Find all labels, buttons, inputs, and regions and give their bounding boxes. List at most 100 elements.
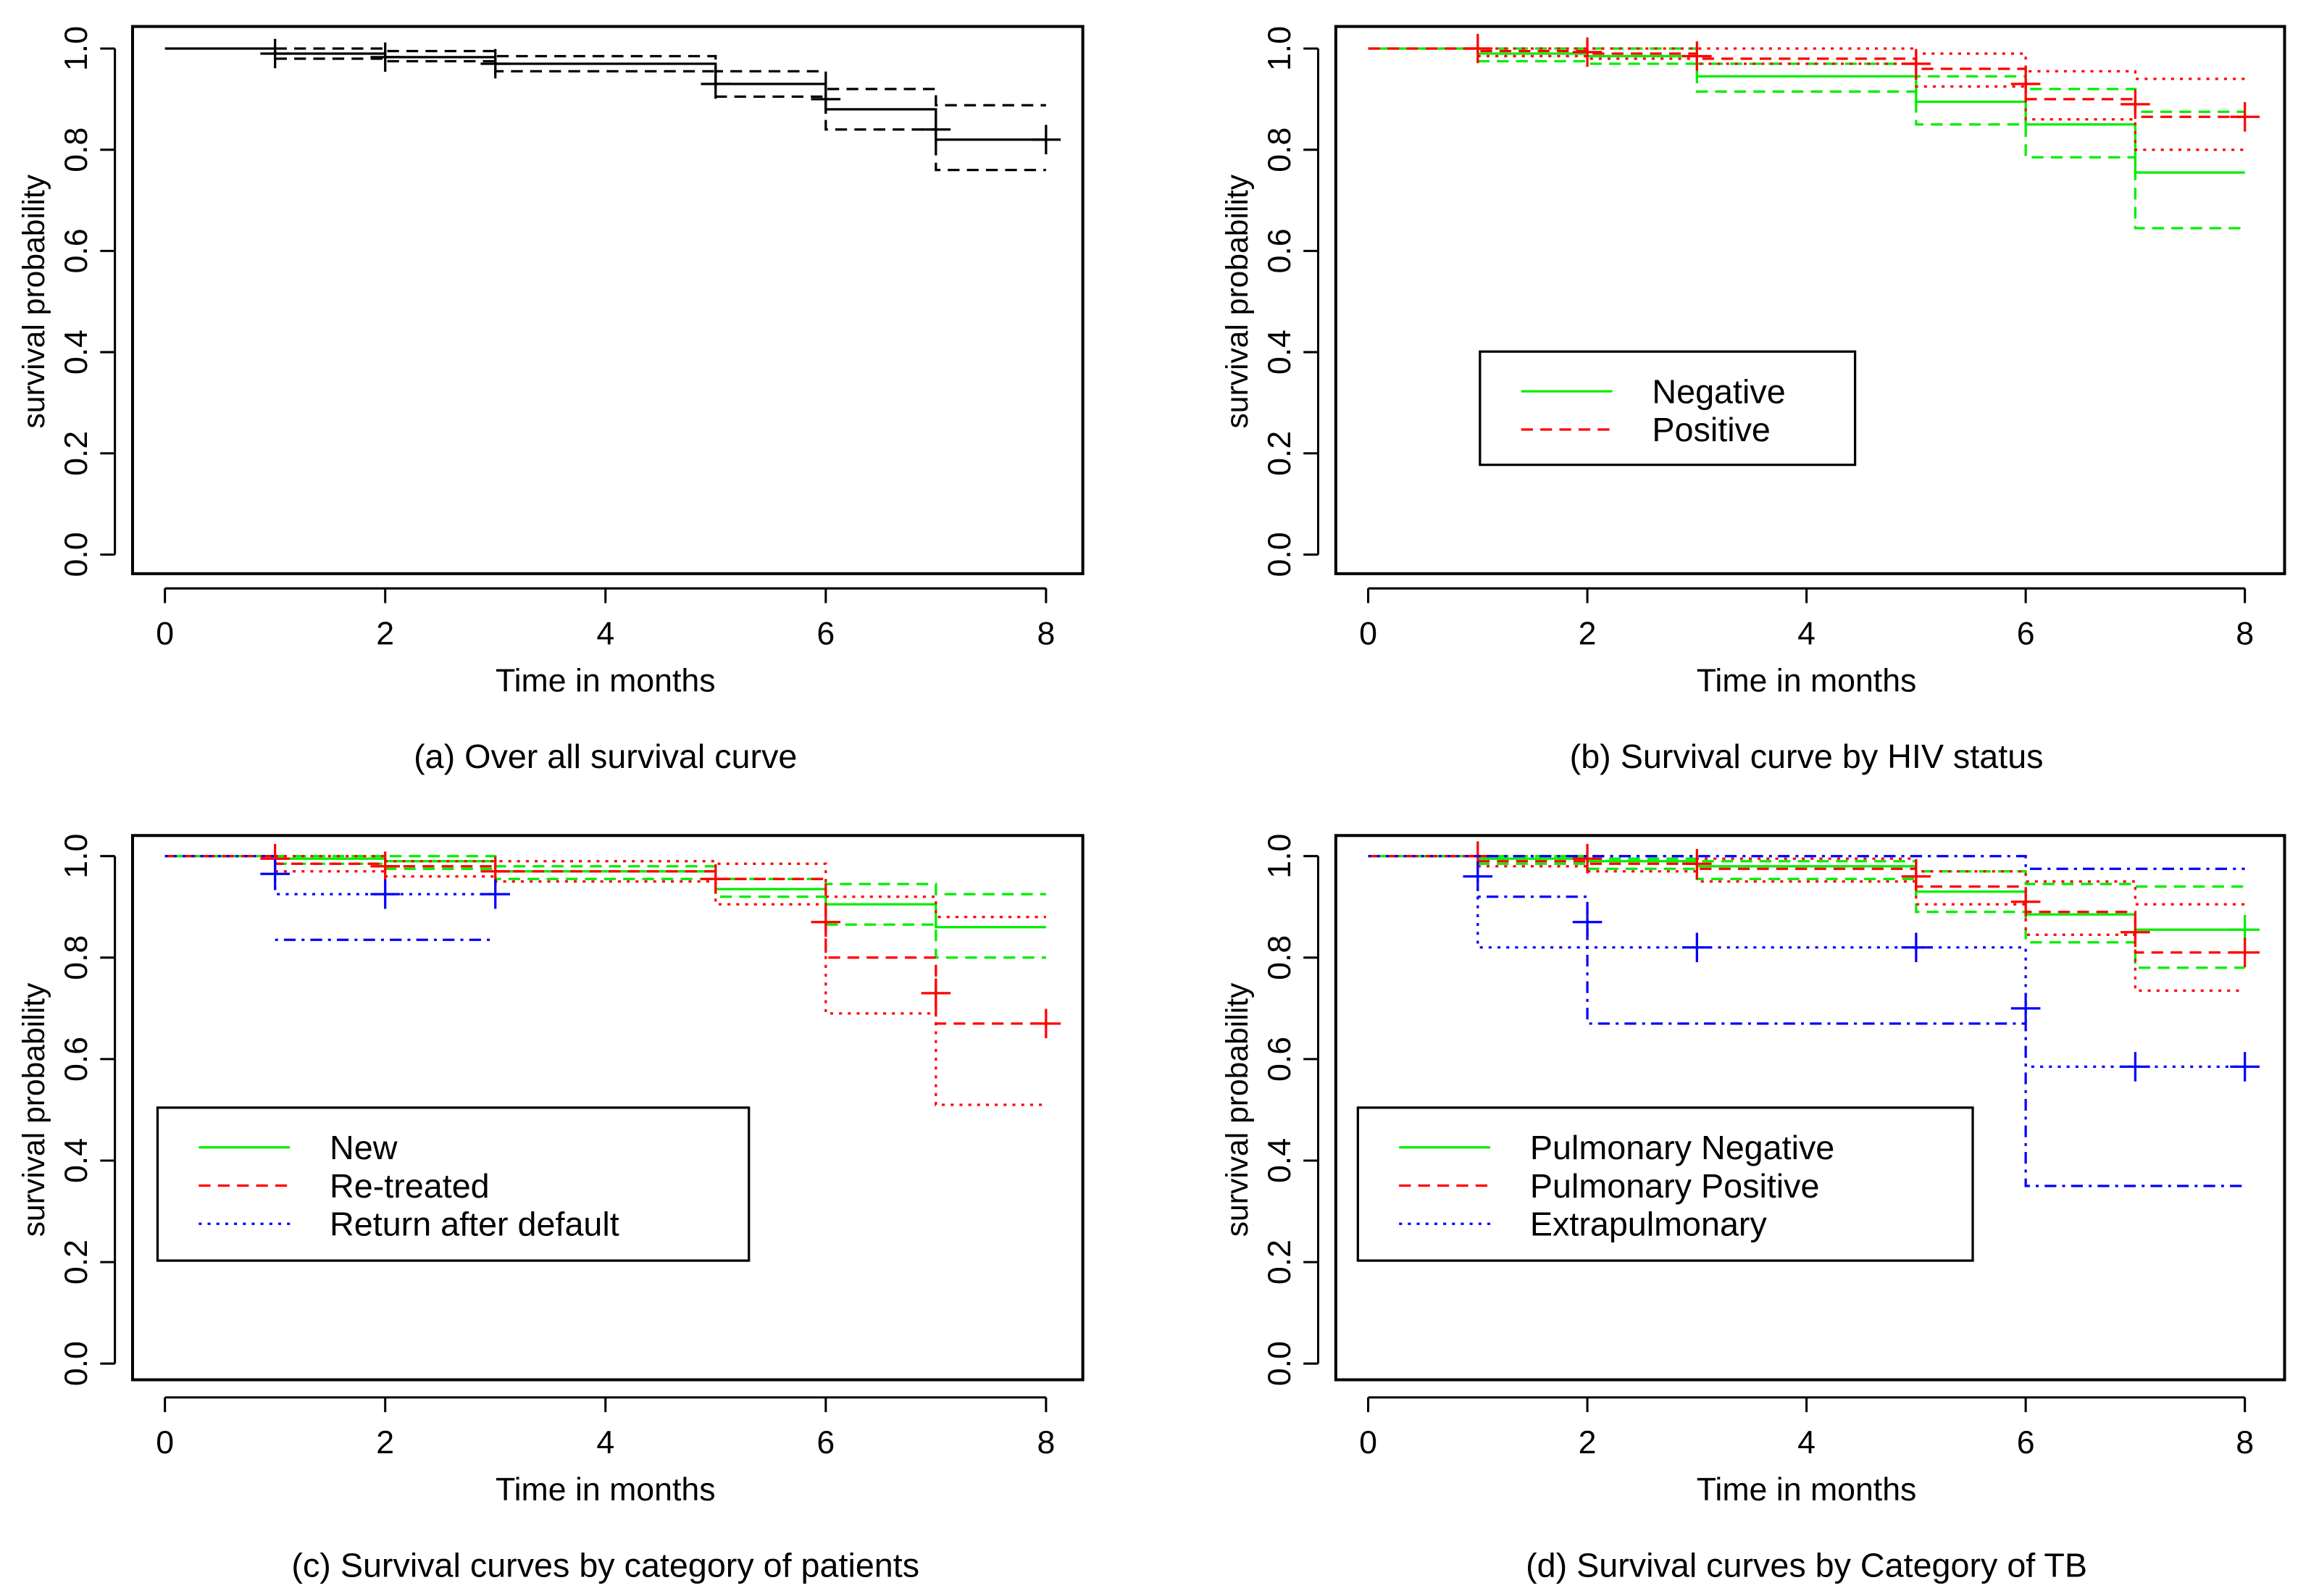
x-tick-label: 2 — [1579, 616, 1597, 651]
y-tick-label: 0.2 — [1262, 1240, 1298, 1284]
plot-frame — [130, 25, 1085, 575]
y-tick-label: 0.6 — [1262, 1037, 1298, 1082]
censor-mark — [370, 851, 401, 882]
x-tick-label: 6 — [2017, 1425, 2035, 1461]
chart-panel-d: 0 2 4 6 8 0.0 0.2 0.4 0.6 0.8 1.0 survival probabil… — [1220, 834, 2286, 1584]
y-tick-label: 1.0 — [1262, 26, 1298, 71]
series-line-re-treated-lower-ci — [275, 870, 1046, 1106]
panel-caption: (a) Over all survival curve — [414, 738, 797, 775]
censor-mark — [1682, 41, 1712, 71]
censor-mark — [370, 879, 401, 909]
x-axis-label: Time in months — [1697, 1472, 1917, 1508]
censor-mark — [1901, 861, 1931, 892]
panel-caption: (c) Survival curves by category of patie… — [291, 1547, 919, 1584]
censor-mark — [260, 858, 290, 889]
censor-mark — [1463, 33, 1493, 64]
series-line-positive-lower-ci — [1477, 54, 2245, 151]
censor-mark — [1572, 843, 1603, 874]
series-line-re-treated-upper-ci — [275, 855, 1046, 919]
y-tick-label: 0.0 — [1262, 532, 1298, 577]
censor-mark — [1031, 125, 1061, 155]
x-tick-label: 4 — [596, 616, 614, 651]
legend-box — [1356, 1106, 1974, 1262]
legend-label: Extrapulmonary — [1530, 1206, 1768, 1243]
censor-mark — [260, 38, 290, 69]
legend-box — [1479, 350, 1857, 467]
censor-mark — [2121, 1052, 2150, 1082]
y-tick-label: 0.6 — [59, 1037, 94, 1082]
censor-mark — [2010, 69, 2041, 99]
series-line-re-treated — [164, 855, 1046, 1025]
censor-mark — [2010, 993, 2041, 1024]
y-tick-label: 0.0 — [59, 532, 94, 577]
y-tick-label: 0.6 — [59, 228, 94, 273]
censor-mark — [1572, 37, 1603, 67]
y-tick-label: 0.2 — [1262, 431, 1298, 476]
series-line-extrapulmonary — [1368, 855, 2245, 1069]
x-tick-label: 0 — [1359, 1425, 1377, 1461]
censor-mark — [480, 49, 511, 79]
series-line-pulmonary-positive-upper-ci — [1477, 855, 2245, 906]
y-tick-label: 1.0 — [59, 26, 94, 71]
y-axis-label: survival probability — [17, 982, 51, 1237]
x-tick-label: 6 — [816, 1425, 835, 1461]
series-line-new — [164, 855, 1046, 929]
panel-caption: (b) Survival curve by HIV status — [1570, 738, 2044, 775]
x-tick-label: 0 — [156, 616, 174, 651]
y-tick-label: 0.4 — [59, 330, 94, 375]
legend-label: New — [330, 1129, 398, 1166]
legend-label: Pulmonary Negative — [1530, 1129, 1834, 1166]
censor-mark — [2230, 101, 2260, 132]
series-line-negative — [1368, 47, 2245, 174]
censor-mark — [2230, 937, 2260, 968]
series-line-pulmonary-positive — [1368, 855, 2245, 954]
y-tick-label: 0.0 — [1262, 1341, 1298, 1386]
series-line-new-lower-ci — [275, 862, 1046, 959]
series-line-pulmonary-negative-lower-ci — [1477, 862, 2245, 969]
censor-mark — [1901, 932, 1931, 963]
censor-mark — [480, 879, 511, 909]
x-tick-label: 2 — [376, 616, 394, 651]
series-line-extrapulmonary-upper-ci — [1477, 855, 2245, 870]
legend-label: Return after default — [330, 1206, 619, 1243]
censor-mark — [1682, 932, 1712, 963]
series-line-positive — [1368, 47, 2245, 118]
y-tick-label: 0.4 — [59, 1138, 94, 1183]
x-tick-label: 0 — [156, 1425, 174, 1461]
x-tick-label: 2 — [1579, 1425, 1597, 1461]
censor-mark — [701, 864, 731, 894]
y-tick-label: 0.6 — [1262, 228, 1298, 273]
series-line-overall — [164, 47, 1046, 141]
censor-mark — [370, 42, 401, 72]
y-axis-label: survival probability — [1220, 982, 1255, 1237]
y-tick-label: 0.8 — [59, 935, 94, 980]
series-line-pulmonary-negative — [1368, 855, 2245, 931]
censor-mark — [1031, 1008, 1061, 1039]
y-tick-label: 0.2 — [59, 431, 94, 476]
censor-mark — [1682, 848, 1712, 879]
x-tick-label: 8 — [2236, 1425, 2254, 1461]
legend-label: Positive — [1652, 411, 1770, 448]
series-line-negative-lower-ci — [1477, 59, 2245, 230]
x-tick-label: 8 — [2236, 616, 2254, 651]
x-tick-label: 6 — [2017, 616, 2035, 651]
censor-mark — [2121, 917, 2150, 948]
y-tick-label: 1.0 — [1262, 834, 1298, 879]
x-tick-label: 8 — [1037, 616, 1055, 651]
y-tick-label: 0.2 — [59, 1240, 94, 1284]
legend-label: Negative — [1652, 372, 1785, 410]
x-axis-label: Time in months — [1697, 663, 1917, 698]
legend-box — [156, 1106, 751, 1262]
y-tick-label: 0.8 — [1262, 128, 1298, 172]
y-axis-label: survival probability — [17, 174, 51, 428]
x-axis-label: Time in months — [496, 1472, 716, 1508]
plot-frame — [1334, 25, 2286, 575]
y-tick-label: 0.4 — [1262, 1138, 1298, 1183]
y-tick-label: 1.0 — [59, 834, 94, 879]
x-axis-label: Time in months — [496, 663, 716, 698]
panel-caption: (d) Survival curves by Category of TB — [1526, 1547, 2087, 1584]
y-axis-label: survival probability — [1220, 174, 1255, 428]
x-tick-label: 4 — [1797, 1425, 1816, 1461]
